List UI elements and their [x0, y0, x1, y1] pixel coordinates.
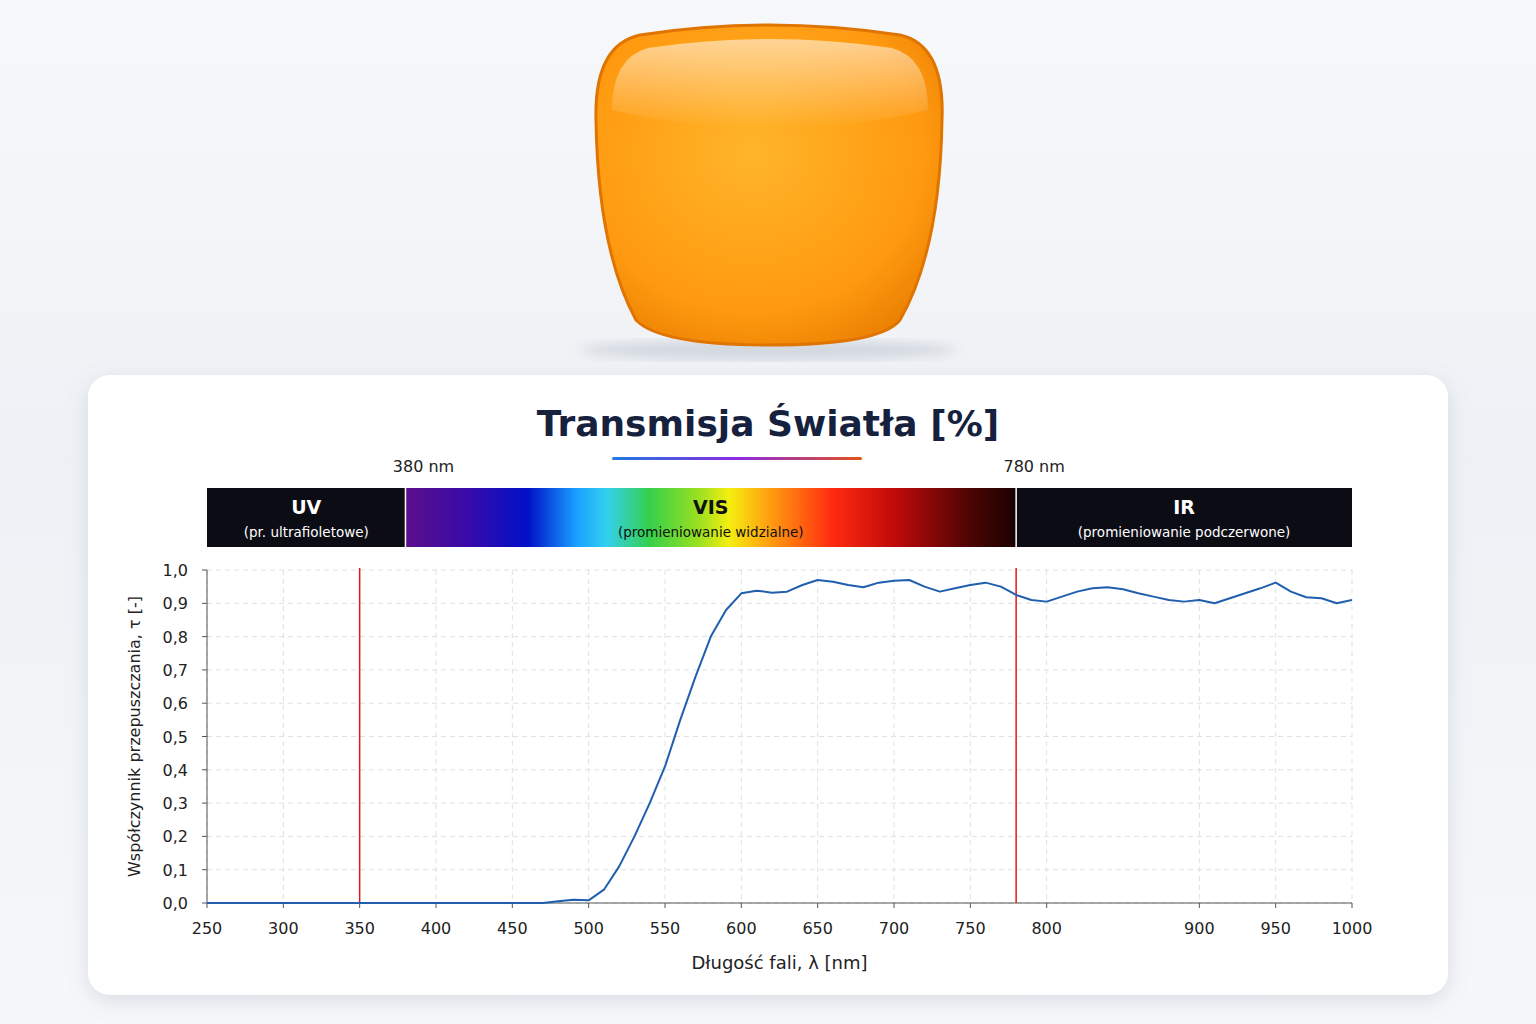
y-tick-label: 0,2: [163, 827, 188, 846]
reference-line: [1015, 568, 1017, 903]
y-tick: [202, 703, 207, 704]
x-axis-title: Długość fali, λ [nm]: [692, 952, 868, 973]
grid-line-y: [207, 803, 1352, 804]
grid-line-x: [817, 570, 818, 903]
y-tick-label: 0,1: [163, 861, 188, 880]
x-tick-label: 350: [344, 919, 375, 938]
x-tick: [894, 903, 895, 908]
y-tick-label: 1,0: [163, 561, 188, 580]
x-tick-label: 300: [268, 919, 299, 938]
x-tick-label: 650: [802, 919, 833, 938]
x-tick: [665, 903, 666, 908]
page: Transmisja Światła [%] UV (pr. ultrafiolet…: [0, 0, 1536, 1024]
lens-highlight: [612, 39, 928, 128]
grid-line-x: [1275, 570, 1276, 903]
y-tick: [202, 769, 207, 770]
title: Transmisja Światła [%]: [537, 403, 999, 444]
reference-line: [359, 568, 361, 903]
y-tick-label: 0,3: [163, 794, 188, 813]
boundary-label: 380 nm: [393, 457, 454, 476]
x-tick: [817, 903, 818, 908]
band-boundary: [1015, 488, 1017, 547]
band-sublabel: (promieniowanie podczerwone): [1078, 524, 1291, 540]
x-tick: [1046, 903, 1047, 908]
transmission-line: [207, 580, 1352, 903]
y-tick: [202, 669, 207, 670]
band-sublabel: (promieniowanie widzialne): [618, 524, 804, 540]
x-tick-label: 1000: [1332, 919, 1373, 938]
y-tick-label: 0,4: [163, 761, 188, 780]
lens: [596, 25, 942, 345]
y-tick: [202, 736, 207, 737]
x-tick: [741, 903, 742, 908]
x-tick: [1199, 903, 1200, 908]
y-tick: [202, 803, 207, 804]
x-tick: [1275, 903, 1276, 908]
band: [1016, 488, 1352, 547]
y-tick-label: 0,8: [163, 628, 188, 647]
band: [207, 488, 405, 547]
y-tick: [202, 636, 207, 637]
y-tick-label: 0,6: [163, 694, 188, 713]
grid-line-y: [207, 769, 1352, 770]
x-tick-label: 800: [1031, 919, 1062, 938]
x-tick-label: 750: [955, 919, 986, 938]
grid-line-y: [207, 736, 1352, 737]
y-tick: [202, 903, 207, 904]
x-tick-label: 450: [497, 919, 528, 938]
grid-line-y: [207, 869, 1352, 870]
grid-line-y: [207, 836, 1352, 837]
grid-line-y: [207, 669, 1352, 670]
band-sublabel: (pr. ultrafioletowe): [244, 524, 369, 540]
x-tick-label: 500: [573, 919, 604, 938]
grid-line-y: [207, 703, 1352, 704]
x-tick-label: 700: [879, 919, 910, 938]
grid-line-x: [970, 570, 971, 903]
x-tick-label: 900: [1184, 919, 1215, 938]
y-tick: [202, 570, 207, 571]
y-tick-label: 0,9: [163, 594, 188, 613]
band-label: IR: [1173, 496, 1195, 518]
band: [405, 488, 1016, 547]
grid-line-x: [665, 570, 666, 903]
y-tick-label: 0,0: [163, 894, 188, 913]
y-tick: [202, 869, 207, 870]
x-tick: [970, 903, 971, 908]
x-tick-label: 950: [1260, 919, 1291, 938]
grid-line-y: [207, 570, 1352, 571]
band-boundary: [405, 488, 407, 547]
grid-line-x: [512, 570, 513, 903]
y-tick-label: 0,5: [163, 728, 188, 747]
grid-line-y: [207, 636, 1352, 637]
card: [88, 375, 1448, 995]
x-tick: [1352, 903, 1353, 908]
x-tick-label: 550: [650, 919, 681, 938]
band-label: VIS: [693, 496, 728, 518]
x-tick-label: 250: [192, 919, 223, 938]
grid: [207, 570, 1352, 903]
boundary-label: 780 nm: [1003, 457, 1064, 476]
y-tick: [202, 603, 207, 604]
x-tick: [588, 903, 589, 908]
grid-line-y: [207, 603, 1352, 604]
title-underline: [612, 457, 862, 460]
x-tick-label: 400: [421, 919, 452, 938]
x-tick-label: 600: [726, 919, 757, 938]
band-label: UV: [291, 496, 321, 518]
y-axis-title: Współczynnik przepuszczania, τ [-]: [125, 596, 144, 877]
y-tick-label: 0,7: [163, 661, 188, 680]
y-tick: [202, 836, 207, 837]
plot-area: [207, 568, 1352, 903]
